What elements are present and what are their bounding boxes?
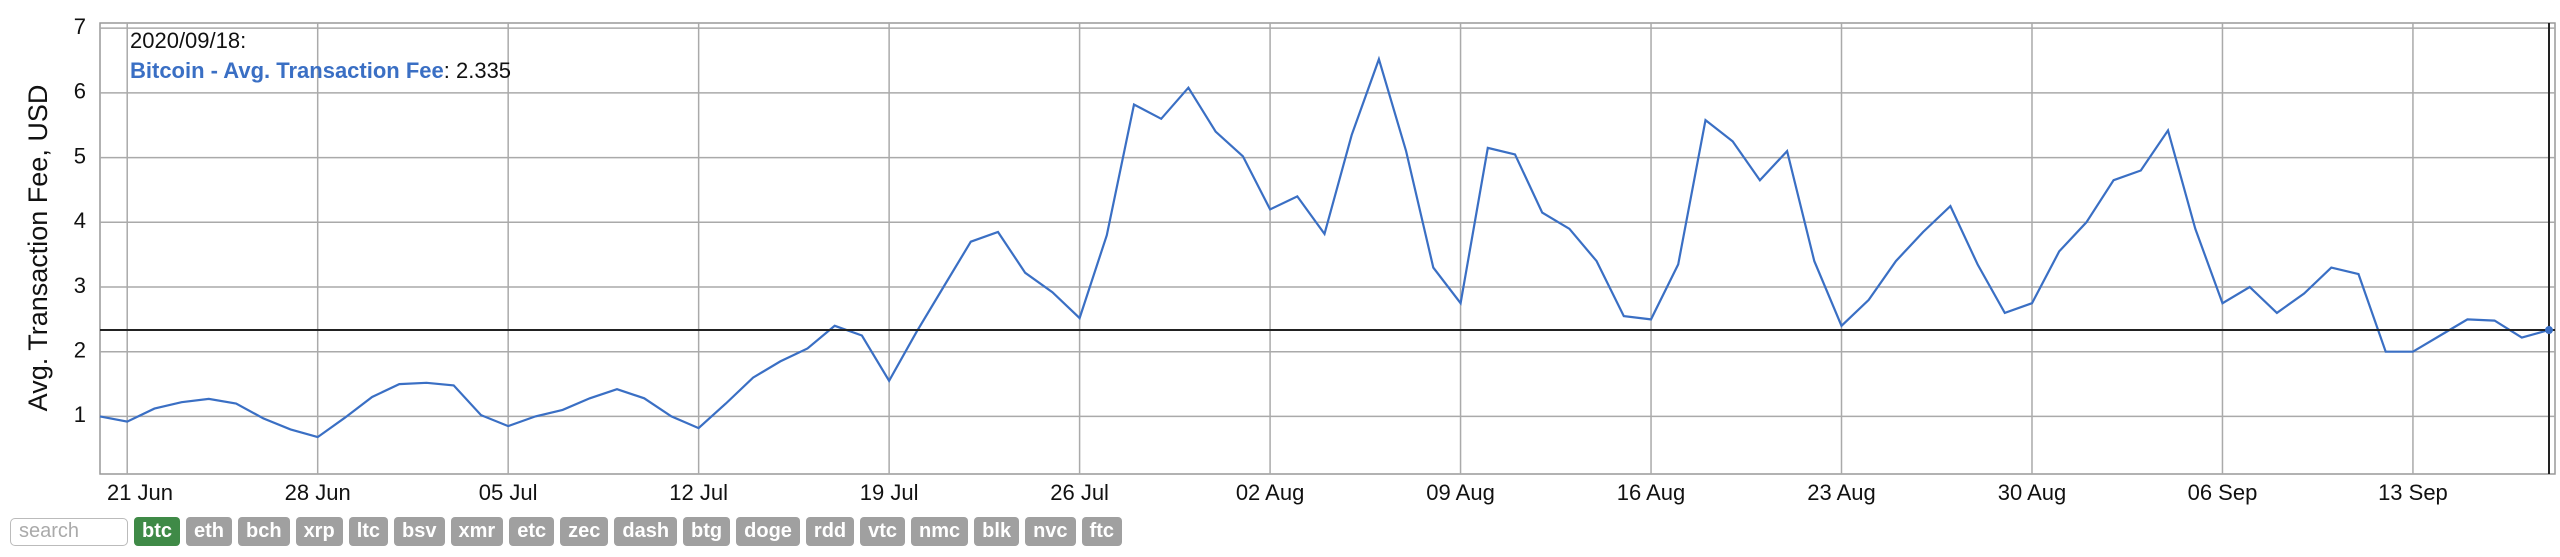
tooltip-value: Bitcoin - Avg. Transaction Fee: 2.335 — [130, 58, 511, 83]
x-tick-label: 30 Aug — [1998, 480, 2067, 505]
coin-button[interactable]: xrp — [295, 517, 343, 546]
x-tick-label: 16 Aug — [1617, 480, 1686, 505]
chart: Avg. Transaction Fee, USD 1 2 3 4 5 6 7 21 Jun 2… — [23, 14, 2556, 505]
coin-button[interactable]: btc — [134, 517, 180, 546]
coin-button[interactable]: ltc — [348, 517, 389, 546]
tooltip-series: Bitcoin - Avg. Transaction Fee — [130, 58, 444, 83]
coin-controls: btcethbchxrpltcbsvxmretczecdashbtgdogerd… — [10, 517, 1122, 546]
y-tick-label: 1 — [74, 402, 86, 427]
y-tick-label: 6 — [74, 79, 86, 104]
search-input[interactable] — [10, 517, 128, 546]
y-axis-label: Avg. Transaction Fee, USD — [23, 85, 53, 412]
x-tick-label: 28 Jun — [285, 480, 351, 505]
x-tick-label: 12 Jul — [669, 480, 728, 505]
y-tick-label: 7 — [74, 14, 86, 39]
x-tick-label: 06 Sep — [2188, 480, 2258, 505]
x-tick-label: 02 Aug — [1236, 480, 1305, 505]
coin-button[interactable]: zec — [560, 517, 609, 546]
x-tick-label: 19 Jul — [860, 480, 919, 505]
coin-button[interactable]: rdd — [805, 517, 855, 546]
tooltip-date: 2020/09/18: — [130, 28, 246, 53]
coin-button[interactable]: ftc — [1081, 517, 1122, 546]
x-tick-label: 26 Jul — [1050, 480, 1109, 505]
coin-button[interactable]: doge — [736, 517, 800, 546]
coin-button[interactable]: btg — [683, 517, 731, 546]
coin-button[interactable]: nmc — [911, 517, 969, 546]
y-tick-label: 3 — [74, 273, 86, 298]
coin-button[interactable]: dash — [614, 517, 678, 546]
coin-button[interactable]: vtc — [860, 517, 906, 546]
tooltip-value-label: : 2.335 — [444, 58, 511, 83]
x-tick-label: 05 Jul — [479, 480, 538, 505]
hover-point — [2545, 326, 2553, 335]
coin-button[interactable]: eth — [186, 517, 232, 546]
coin-button[interactable]: bch — [238, 517, 290, 546]
coin-button[interactable]: bsv — [394, 517, 445, 546]
x-tick-label: 23 Aug — [1807, 480, 1876, 505]
x-tick-label: 13 Sep — [2378, 480, 2448, 505]
y-tick-label: 2 — [74, 338, 86, 363]
coin-button[interactable]: etc — [509, 517, 555, 546]
coin-button[interactable]: blk — [974, 517, 1020, 546]
coin-button[interactable]: xmr — [450, 517, 504, 546]
x-tick-label: 21 Jun — [107, 480, 173, 505]
x-tick-label: 09 Aug — [1426, 480, 1495, 505]
plot-frame — [99, 22, 2556, 475]
y-tick-label: 5 — [74, 143, 86, 168]
coin-button[interactable]: nvc — [1025, 517, 1076, 546]
data-line — [99, 55, 2550, 439]
y-tick-label: 4 — [74, 208, 86, 233]
